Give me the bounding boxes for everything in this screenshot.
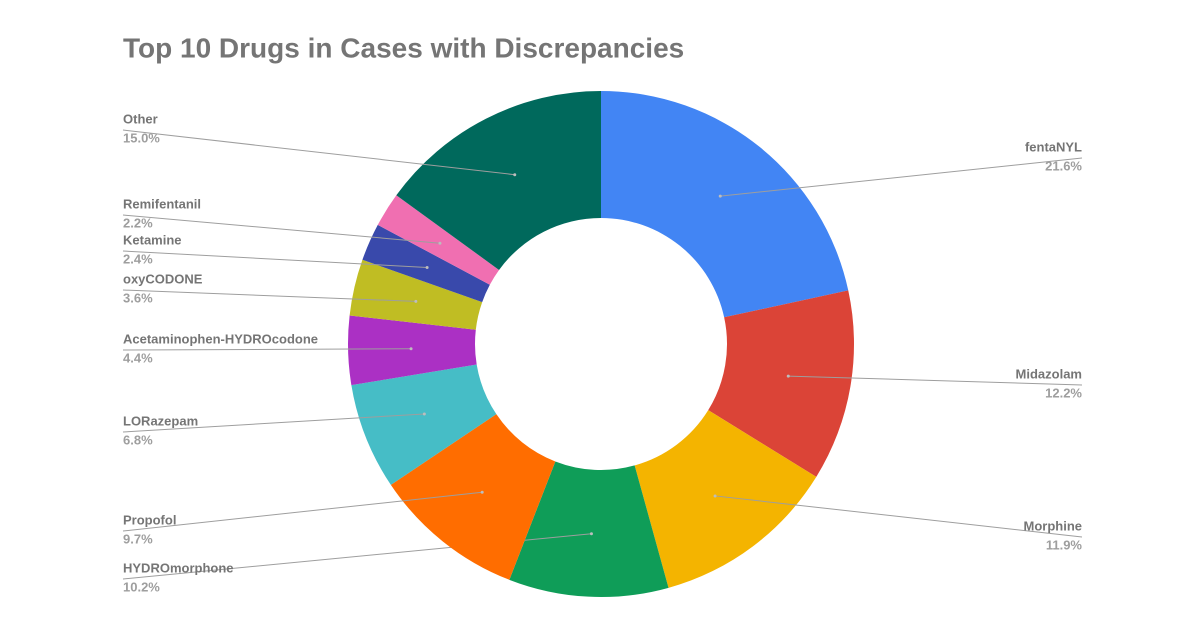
leader-line <box>122 413 425 433</box>
slice-value-label: 10.2% <box>123 579 160 594</box>
leader-line <box>122 214 440 244</box>
leader-dot <box>409 347 413 351</box>
leader-line <box>788 375 1083 386</box>
leader-line <box>122 250 428 268</box>
slice <box>601 91 849 318</box>
slice <box>351 364 497 485</box>
slice-value-label: 2.4% <box>123 251 153 266</box>
slice <box>377 195 500 285</box>
leader-dot <box>718 194 722 198</box>
slice-label: Morphine <box>1024 518 1083 533</box>
slice-value-label: 9.7% <box>123 531 153 546</box>
slice-label: HYDROmorphone <box>123 560 234 575</box>
slice-value-label: 6.8% <box>123 432 153 447</box>
leader-dot <box>786 374 790 378</box>
slice-value-label: 4.4% <box>123 350 153 365</box>
chart-title: Top 10 Drugs in Cases with Discrepancies <box>123 32 684 63</box>
leader-dot <box>480 490 484 494</box>
slice-label: Ketamine <box>123 232 182 247</box>
slice <box>349 259 483 330</box>
slice <box>347 315 477 386</box>
leader-line <box>122 289 416 302</box>
leader-dot <box>425 265 429 269</box>
slice <box>390 414 556 580</box>
slice-value-label: 12.2% <box>1045 385 1082 400</box>
slice-label: Propofol <box>123 512 176 527</box>
slice-label: fentaNYL <box>1025 139 1082 154</box>
slice-value-label: 3.6% <box>123 290 153 305</box>
leader-line <box>122 491 483 532</box>
slice <box>396 91 601 270</box>
slice-label: oxyCODONE <box>123 271 203 286</box>
slice-label: Midazolam <box>1016 366 1082 381</box>
leader-line <box>720 157 1083 197</box>
leader-line <box>122 129 515 176</box>
leader-line <box>715 495 1083 538</box>
slice-label: Remifentanil <box>123 196 201 211</box>
slice-value-label: 21.6% <box>1045 158 1082 173</box>
slice <box>362 224 490 303</box>
leader-dot <box>438 241 442 245</box>
slice <box>509 461 669 597</box>
leader-dot <box>513 173 517 177</box>
leader-dot <box>422 412 426 416</box>
slice-value-label: 2.2% <box>123 215 153 230</box>
leader-dot <box>414 299 418 303</box>
slice-value-label: 15.0% <box>123 130 160 145</box>
slice <box>634 410 817 588</box>
leader-line <box>122 348 412 351</box>
slice-value-label: 11.9% <box>1046 537 1083 552</box>
slice-label: LORazepam <box>123 413 198 428</box>
leader-dot <box>589 532 593 536</box>
slice <box>708 290 855 477</box>
slice-label: Other <box>123 111 158 126</box>
leader-dot <box>713 494 717 498</box>
slice-label: Acetaminophen-HYDROcodone <box>123 331 318 346</box>
